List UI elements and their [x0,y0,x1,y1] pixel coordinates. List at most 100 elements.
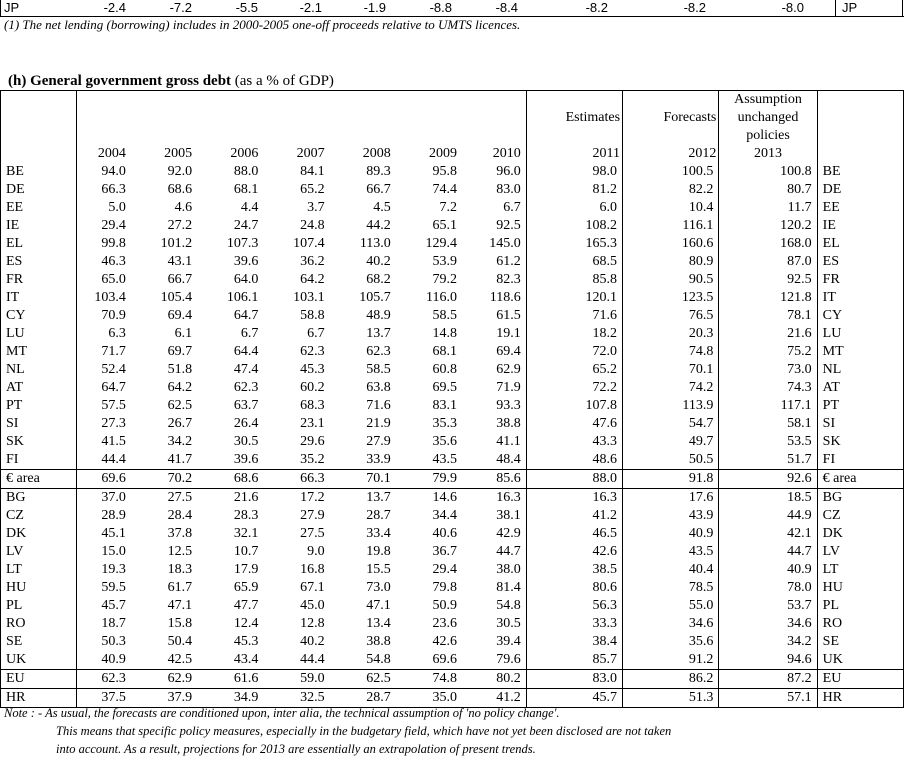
cell-value: 120.1 [525,289,623,307]
cell-value: 47.6 [525,415,623,433]
note-line: Note : - As usual, the forecasts are con… [4,706,560,720]
row-label: IT [0,289,78,307]
cell-value: 6.7 [307,326,325,341]
cell-value: 95.8 [432,164,458,179]
cell-value: 94.6 [718,651,818,670]
row-label: CY [0,307,78,325]
row-label-right: SE [816,633,904,651]
cell-value: 87.2 [718,669,818,689]
cell-value: 63.7 [233,398,259,413]
cell-value: 69.6 [432,652,458,667]
row-label: EL [0,235,78,253]
cell-value: 68.5 [525,253,623,271]
cell-value: 64.2 [167,380,193,395]
cell-value: 71.6 [525,307,623,325]
cell-value: 91.2 [622,651,719,670]
cell-value: 7.2 [439,200,458,215]
cell-value: 45.0 [300,598,325,613]
cell-value: 50.3 [101,634,126,649]
cell-value: 103.4 [94,290,126,305]
cell-value: 70.2 [130,469,198,489]
cell-value: 14.6 [395,488,463,507]
cell-value: 43.1 [167,254,193,269]
row-label-right: RO [816,615,904,633]
table-note: Note : - As usual, the forecasts are con… [4,704,671,758]
cell-value: 116.1 [622,217,719,235]
cell-value: 33.4 [366,526,391,541]
cell-value: 123.5 [622,289,719,307]
top-row-value: -8.2 [683,0,706,15]
cell-value: 35.0 [395,688,463,708]
header-year: 2011 [592,146,621,161]
cell-value: 82.3 [496,272,521,287]
row-label-right: HU [816,579,904,597]
table-row: EU 62.3 62.9 61.6 59.0 62.5 74.8 80.2 83.0 86.2 87… [0,669,904,689]
cell-value: 83.1 [432,398,458,413]
cell-value: 69.6 [76,469,131,489]
cell-value: 40.2 [366,254,391,269]
top-row-value: -2.4 [103,0,126,15]
cell-value: 64.7 [101,380,126,395]
row-label: AT [0,379,78,397]
cell-value: 66.3 [263,469,330,489]
gross-debt-table: 2004 2005 2006 2007 2008 2009 2010 Estim… [0,90,904,708]
table-row: HR 37.5 37.9 34.9 32.5 28.7 35.0 41.2 45.7 51.3 57… [0,688,904,708]
cell-value: 94.0 [101,164,126,179]
cell-value: 47.1 [366,598,391,613]
top-row-label: JP [4,0,20,15]
cell-value: 80.6 [525,579,623,597]
header-year: 2012 [688,146,717,161]
table-row: IE 29.4 27.2 24.7 24.8 44.2 65.1 92.5 108.2 116.1… [0,217,904,235]
cell-value: 61.2 [496,254,521,269]
cell-value: 17.2 [263,488,330,507]
cell-value: 55.0 [622,597,719,615]
section-title-bold: (h) General government gross debt [8,73,232,89]
row-label: FI [0,451,78,470]
top-row-value: -2.1 [299,0,322,15]
cell-value: 10.4 [622,199,719,217]
cell-value: 43.4 [233,652,259,667]
cell-value: 12.8 [300,616,325,631]
cell-value: 23.1 [300,416,325,431]
cell-value: 62.5 [329,669,396,689]
cell-value: 105.7 [359,290,391,305]
table-row: ES 46.3 43.1 39.6 36.2 40.2 53.9 61.2 68.5 80.9 87… [0,253,904,271]
top-row-label-right: JP [842,0,858,15]
header-year: 2005 [130,90,198,163]
cell-value: 39.4 [496,634,521,649]
table-row: SK 41.5 34.2 30.5 29.6 27.9 35.6 41.1 43.3 49.7 53… [0,433,904,451]
cell-value: 18.3 [167,562,193,577]
table-row: PL 45.7 47.1 47.7 45.0 47.1 50.9 54.8 56.3 55.0 53… [0,597,904,615]
cell-value: 79.2 [432,272,458,287]
cell-value: 15.0 [101,544,126,559]
cell-value: 165.3 [525,235,623,253]
cell-value: 35.2 [300,452,325,467]
top-row-value: -1.9 [363,0,386,15]
cell-value: 38.8 [496,416,521,431]
cell-value: 58.8 [300,308,325,323]
row-label: LV [0,543,78,561]
cell-value: 58.5 [432,308,458,323]
cell-value: 47.7 [233,598,259,613]
cell-value: 34.9 [197,688,264,708]
cell-value: 42.6 [525,543,623,561]
cell-value: 67.1 [300,580,325,595]
cell-value: 120.2 [718,217,818,235]
cell-value: 96.0 [496,164,521,179]
cell-value: 92.5 [718,271,818,289]
cell-value: 92.5 [496,218,521,233]
cell-value: 72.2 [525,379,623,397]
cell-value: 19.1 [496,326,521,341]
previous-table-last-row: JP -2.4 -7.2 -5.5 -2.1 -1.9 -8.8 -8.4 -8… [0,0,904,17]
cell-value: 64.2 [300,272,325,287]
cell-value: 70.9 [101,308,126,323]
cell-value: 10.7 [233,544,259,559]
cell-value: 45.3 [233,634,259,649]
cell-value: 118.6 [489,290,521,305]
cell-value: 101.2 [160,236,193,251]
cell-value: 27.3 [101,416,126,431]
cell-value: 6.0 [525,199,623,217]
cell-value: 11.7 [718,199,818,217]
row-label-right: € area [816,469,904,489]
table-row: LV 15.0 12.5 10.7 9.0 19.8 36.7 44.7 42.6 43.5 44.… [0,543,904,561]
